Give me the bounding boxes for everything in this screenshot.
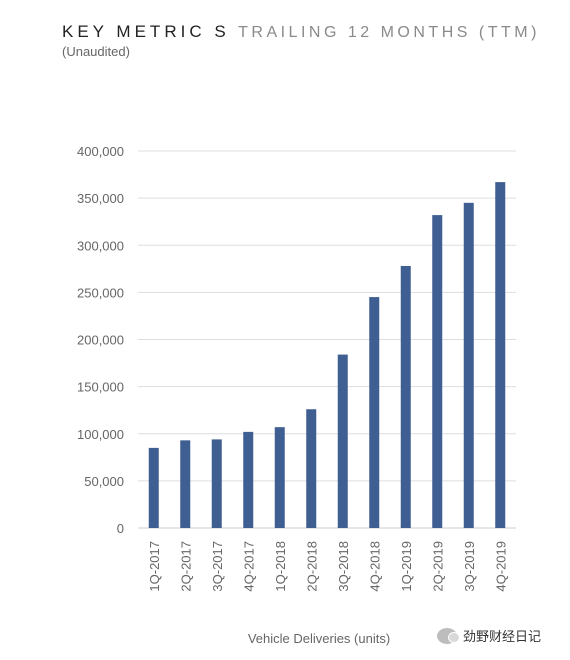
bar	[243, 431, 254, 528]
x-tick-label: 1Q-2017	[147, 541, 162, 592]
x-tick-label: 2Q-2018	[304, 541, 319, 592]
watermark-text: 劲野财经日记	[463, 629, 542, 644]
x-tick-label: 3Q-2019	[462, 541, 477, 592]
bar	[337, 354, 348, 528]
x-tick-label: 4Q-2018	[367, 541, 382, 592]
chart-title-sub: TRAILING 12 MONTHS (TTM)	[238, 24, 540, 41]
y-tick-label: 250,000	[77, 285, 124, 300]
x-tick-label: 3Q-2018	[336, 541, 351, 592]
bar	[180, 440, 191, 528]
bar	[432, 215, 443, 528]
x-axis-label: Vehicle Deliveries (units)	[248, 631, 390, 646]
y-tick-label: 200,000	[77, 333, 124, 348]
watermark: 劲野财经日记	[437, 626, 541, 645]
bar	[274, 427, 285, 528]
y-tick-label: 150,000	[77, 380, 124, 395]
y-tick-label: 400,000	[77, 144, 124, 159]
wechat-icon	[437, 627, 460, 644]
y-tick-label: 100,000	[77, 427, 124, 442]
x-tick-label: 4Q-2017	[241, 541, 256, 592]
x-tick-label: 3Q-2017	[210, 541, 225, 592]
x-tick-label: 2Q-2017	[178, 541, 193, 592]
chart-title: KEY METRIC S	[62, 22, 230, 41]
chart-header: KEY METRIC S TRAILING 12 MONTHS (TTM)	[62, 22, 540, 42]
y-tick-label: 50,000	[84, 474, 124, 489]
bar	[369, 297, 380, 528]
x-axis-ticks: 1Q-2017 2Q-2017 3Q-2017 4Q-2017 1Q-2018 2Q-20…	[147, 541, 509, 592]
x-tick-label: 4Q-2019	[493, 541, 508, 592]
bar	[306, 409, 317, 528]
bar	[400, 265, 411, 528]
bar	[148, 447, 159, 528]
bars	[148, 182, 506, 529]
gridlines	[138, 150, 516, 529]
y-axis-ticks: 0 50,000 100,000 150,000 200,000 250,000 300,0…	[77, 144, 124, 536]
x-tick-label: 1Q-2018	[273, 541, 288, 592]
bar	[495, 182, 506, 529]
x-tick-label: 2Q-2019	[430, 541, 445, 592]
chart-subtitle: (Unaudited)	[62, 44, 130, 59]
y-tick-label: 0	[117, 521, 124, 536]
y-tick-label: 350,000	[77, 191, 124, 206]
x-tick-label: 1Q-2019	[399, 541, 414, 592]
bar	[463, 202, 474, 528]
y-tick-label: 300,000	[77, 238, 124, 253]
bar	[211, 439, 222, 528]
